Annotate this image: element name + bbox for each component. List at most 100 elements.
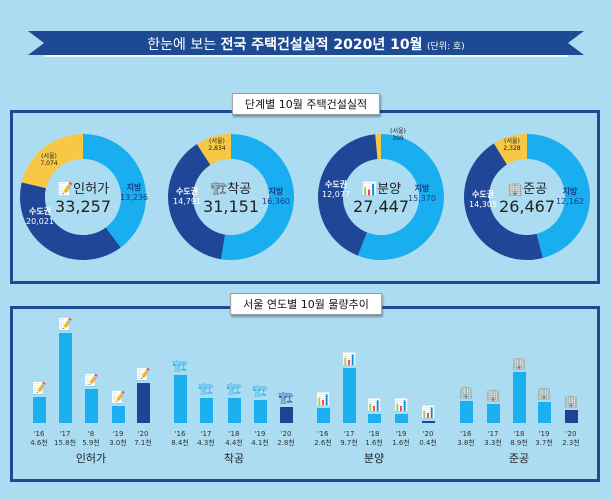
provinces-label-text: 지방 bbox=[414, 184, 430, 193]
capital-value: 20,021 bbox=[26, 217, 54, 226]
bar-year: '16 bbox=[33, 430, 45, 438]
donut-slice-provinces bbox=[357, 134, 444, 260]
bar-label: '19 4.1천 bbox=[251, 430, 269, 448]
provinces-value: 16,360 bbox=[262, 197, 290, 206]
provinces-label-text: 지방 bbox=[126, 183, 142, 192]
capital-label-text: 수도권 bbox=[471, 190, 495, 199]
donut-인허가 bbox=[19, 134, 146, 260]
bar-label: '16 3.8천 bbox=[457, 430, 475, 448]
presentation-icon: 📊 bbox=[360, 182, 378, 197]
seoul-value: 2,328 bbox=[503, 145, 521, 152]
donut-hole bbox=[343, 159, 419, 235]
bar-value: 7.1천 bbox=[134, 439, 152, 447]
bar bbox=[538, 401, 551, 423]
bar bbox=[487, 404, 500, 423]
stage-total: 33,257 bbox=[55, 197, 111, 216]
bar bbox=[200, 398, 213, 423]
stage-total: 27,447 bbox=[353, 197, 409, 216]
provinces-label: 지방 12,162 bbox=[556, 187, 584, 207]
bar-label: '17 4.3천 bbox=[197, 430, 215, 448]
buildings-icon: 🏢 bbox=[511, 356, 527, 371]
bar-label: '17 9.7천 bbox=[340, 430, 358, 448]
donut-slice-seoul bbox=[375, 134, 381, 160]
seoul-label-text: (서울) bbox=[41, 153, 57, 160]
provinces-label-text: 지방 bbox=[562, 187, 578, 196]
buildings-icon: 🏢 bbox=[563, 393, 579, 408]
stage-name: 분양 bbox=[377, 182, 402, 197]
title-unit: (단위: 호) bbox=[426, 42, 465, 52]
document-pen-icon: 📝 bbox=[56, 182, 74, 197]
stage-total: 31,151 bbox=[203, 197, 259, 216]
stage-name: 착공 bbox=[227, 182, 252, 197]
donut-slice-provinces bbox=[83, 134, 146, 248]
capital-label: 수도권 12,077 bbox=[322, 180, 350, 200]
bar-value: 0.4천 bbox=[419, 439, 437, 447]
seoul-trend-panel-title: 서울 연도별 10월 물량추이 bbox=[230, 293, 382, 315]
crane-icon: 🏗 bbox=[226, 381, 242, 396]
bar-value: 1.6천 bbox=[392, 439, 410, 447]
provinces-label: 지방 13,236 bbox=[120, 183, 148, 203]
stage-total: 26,467 bbox=[499, 197, 555, 216]
bar-label: '17 3.3천 bbox=[484, 430, 502, 448]
provinces-value: 12,162 bbox=[556, 197, 584, 206]
seoul-value: 399 bbox=[392, 135, 404, 142]
bar-value: 4.4천 bbox=[225, 439, 243, 447]
bar bbox=[368, 413, 381, 423]
bar bbox=[85, 389, 98, 423]
donut-slice-provinces bbox=[221, 134, 294, 260]
bar-year: '17 bbox=[200, 430, 212, 438]
donut-준공 bbox=[463, 134, 590, 260]
stage-name: 인허가 bbox=[73, 182, 110, 197]
capital-value: 14,305 bbox=[469, 200, 497, 209]
bar-year: '8 bbox=[87, 430, 95, 438]
provinces-value: 15,370 bbox=[408, 194, 436, 203]
bar-value: 4.3천 bbox=[197, 439, 215, 447]
bar-label: '20 2.3천 bbox=[562, 430, 580, 448]
bar-value: 3.3천 bbox=[484, 439, 502, 447]
buildings-icon: 🏢 bbox=[506, 182, 524, 197]
presentation-icon: 📊 bbox=[341, 351, 357, 366]
seoul-value: 2,834 bbox=[208, 145, 226, 152]
bar-year: '17 bbox=[59, 430, 71, 438]
bar bbox=[422, 420, 435, 423]
crane-icon: 🏗 bbox=[198, 382, 214, 397]
bar-label: '16 4.6천 bbox=[30, 430, 48, 448]
presentation-icon: 📊 bbox=[420, 404, 436, 419]
group-label: 준공 bbox=[508, 452, 530, 465]
donut-center: 🏗착공 31,151 bbox=[203, 178, 259, 216]
seoul-label-text: (서울) bbox=[209, 138, 225, 145]
bar-value: 9.7천 bbox=[340, 439, 358, 447]
provinces-label: 지방 16,360 bbox=[262, 187, 290, 207]
bar bbox=[33, 396, 46, 423]
bar-label: '19 1.6천 bbox=[392, 430, 410, 448]
bar-label: '16 2.6천 bbox=[314, 430, 332, 448]
presentation-icon: 📊 bbox=[366, 397, 382, 412]
bar-label: '19 3.0천 bbox=[109, 430, 127, 448]
document-pen-icon: 📝 bbox=[83, 373, 99, 388]
seoul-label: (서울) 2,328 bbox=[503, 138, 520, 152]
donut-hole bbox=[489, 159, 565, 235]
bar-value: 2.8천 bbox=[277, 439, 295, 447]
donut-착공 bbox=[167, 134, 294, 260]
bar bbox=[317, 408, 330, 423]
crane-icon: 🏗 bbox=[278, 391, 294, 406]
bar-year: '16 bbox=[317, 430, 329, 438]
donut-hole bbox=[45, 159, 121, 235]
bar bbox=[280, 407, 293, 423]
bar-label: '18 8.9천 bbox=[510, 430, 528, 448]
capital-label-text: 수도권 bbox=[324, 180, 348, 189]
bar-label: '17 15.8천 bbox=[54, 430, 76, 448]
buildings-icon: 🏢 bbox=[536, 385, 552, 400]
donut-분양 bbox=[318, 134, 444, 260]
page-title: 한눈에 보는 전국 주택건설실적 2020년 10월 (단위: 호) bbox=[28, 34, 584, 54]
capital-label: 수도권 14,791 bbox=[173, 187, 201, 207]
bar-value: 2.3천 bbox=[562, 439, 580, 447]
bar-year: '16 bbox=[460, 430, 472, 438]
donut-slice-capital bbox=[463, 143, 543, 260]
donut-slice-seoul bbox=[21, 134, 83, 189]
seoul-label-text: (서울) bbox=[390, 128, 406, 135]
donut-center: 📊분양 27,447 bbox=[353, 178, 409, 216]
crane-icon: 🏗 bbox=[172, 359, 188, 374]
bar-label: '20 2.8천 bbox=[277, 430, 295, 448]
document-pen-icon: 📝 bbox=[57, 316, 73, 331]
